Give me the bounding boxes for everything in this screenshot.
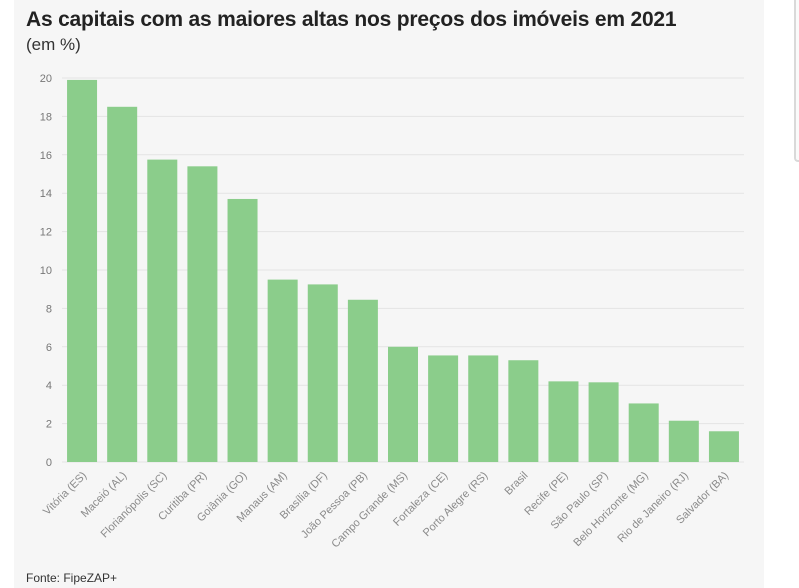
bar[interactable] (588, 382, 619, 462)
x-axis-labels: Vitória (ES)Maceió (AL)Florianópolis (SC… (41, 470, 731, 551)
bar[interactable] (708, 431, 739, 462)
bar[interactable] (468, 355, 499, 462)
bar[interactable] (628, 403, 659, 462)
y-tick-label: 14 (40, 188, 52, 200)
y-tick-label: 12 (40, 227, 52, 239)
y-tick-label: 4 (46, 380, 52, 392)
bar[interactable] (668, 420, 699, 462)
x-category-label: Campo Grande (MS) (329, 470, 410, 551)
y-tick-label: 16 (40, 150, 52, 162)
y-tick-label: 20 (40, 73, 52, 85)
y-tick-label: 2 (46, 419, 52, 431)
bar[interactable] (307, 284, 338, 462)
bar[interactable] (347, 299, 378, 462)
y-tick-label: 0 (46, 457, 52, 469)
bar[interactable] (227, 198, 258, 462)
bar[interactable] (267, 279, 298, 462)
y-tick-label: 6 (46, 342, 52, 354)
y-tick-label: 18 (40, 111, 52, 123)
x-category-label: Rio de Janeiro (RJ) (615, 470, 690, 545)
bar[interactable] (428, 355, 459, 462)
chart-subtitle: (em %) (26, 35, 81, 54)
bar[interactable] (187, 166, 218, 462)
x-category-label: Brasil (503, 470, 531, 498)
bar[interactable] (508, 360, 539, 462)
x-category-label: Belo Horizonte (MG) (571, 470, 650, 549)
y-axis-ticks: 0 2 4 6 8 10 12 14 16 18 20 (40, 73, 52, 469)
side-panel-edge (794, 0, 799, 162)
bar[interactable] (67, 79, 98, 463)
bar[interactable] (107, 106, 138, 463)
bars (67, 79, 739, 463)
y-tick-label: 8 (46, 303, 52, 315)
chart-title: As capitais com as maiores altas nos pre… (26, 8, 677, 31)
chart-card (14, 0, 764, 588)
source-note: Fonte: FipeZAP+ (26, 571, 118, 585)
bar[interactable] (548, 381, 579, 462)
bar[interactable] (147, 159, 178, 462)
bar[interactable] (388, 346, 418, 462)
y-tick-label: 10 (40, 265, 52, 277)
